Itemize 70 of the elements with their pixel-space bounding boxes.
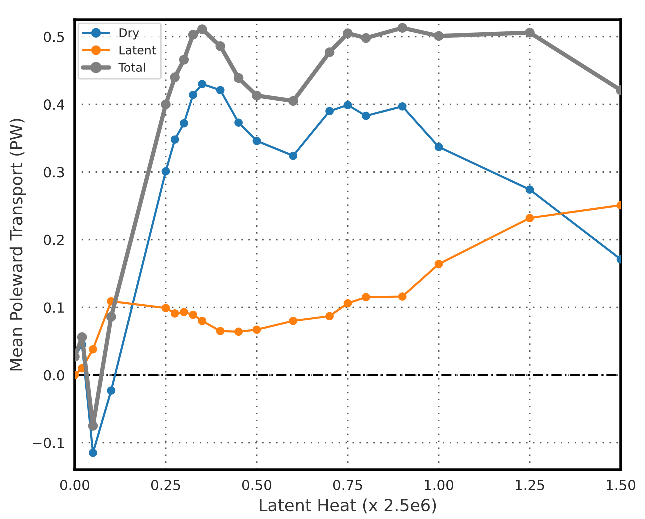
point [434, 143, 444, 152]
legend-label: Dry [120, 28, 140, 40]
point [252, 326, 262, 334]
point [324, 48, 335, 58]
point [162, 167, 170, 176]
point [526, 214, 534, 222]
point [326, 107, 334, 116]
point [398, 102, 407, 111]
point [288, 96, 298, 106]
y-axis-title: Mean Poleward Transport (PW) [10, 119, 26, 371]
y-tick-label: 0.3 [44, 167, 64, 178]
point [198, 80, 207, 88]
y-tick-label: 0.1 [44, 302, 64, 314]
point [170, 72, 180, 82]
point [362, 293, 370, 302]
point [289, 152, 298, 160]
point [343, 28, 353, 38]
y-tick-label: 0.4 [44, 100, 64, 110]
point [526, 186, 534, 194]
x-tick-label: 0.00 [60, 480, 90, 490]
point [161, 100, 171, 110]
legend-label: Latent [120, 46, 156, 55]
point [326, 312, 334, 321]
point [434, 260, 444, 268]
y-tick-label: 0.5 [44, 32, 64, 42]
point [89, 345, 98, 354]
point [170, 136, 180, 144]
point [252, 136, 262, 146]
x-tick-label: 0.25 [151, 480, 180, 490]
point [289, 316, 298, 326]
point [398, 292, 407, 301]
x-tick-label: 1.25 [516, 480, 544, 490]
point [252, 90, 262, 101]
point [362, 112, 370, 120]
point [344, 101, 352, 110]
x-tick-label: 1.50 [607, 480, 636, 490]
point [88, 421, 98, 431]
point [107, 386, 116, 395]
x-tick-label: 0.75 [333, 480, 362, 490]
point [434, 31, 444, 42]
y-tick-label: −0.1 [33, 438, 64, 448]
point [234, 328, 243, 336]
point [525, 28, 535, 38]
y-tick-label: 0.0 [44, 370, 64, 381]
point [188, 30, 198, 40]
point [344, 299, 352, 308]
y-tick-label: 0.2 [44, 234, 64, 246]
point [234, 118, 243, 128]
x-tick-label: 1.00 [425, 480, 454, 490]
point [179, 55, 190, 65]
point [189, 310, 198, 320]
point [106, 312, 116, 322]
x-axis-title: Latent Heat (x 2.5e6) [260, 498, 436, 514]
point [216, 42, 226, 52]
point [77, 332, 88, 342]
point [189, 90, 198, 100]
point [180, 119, 188, 128]
point [198, 24, 208, 34]
point [361, 33, 372, 44]
point [162, 304, 170, 312]
point [398, 23, 408, 33]
point [198, 316, 207, 326]
point [170, 310, 180, 318]
point [216, 327, 225, 336]
point [234, 73, 244, 84]
legend-label: Total [118, 62, 146, 72]
point [216, 86, 225, 95]
point [89, 448, 98, 458]
point [180, 308, 188, 316]
x-tick-label: 0.50 [242, 480, 272, 490]
